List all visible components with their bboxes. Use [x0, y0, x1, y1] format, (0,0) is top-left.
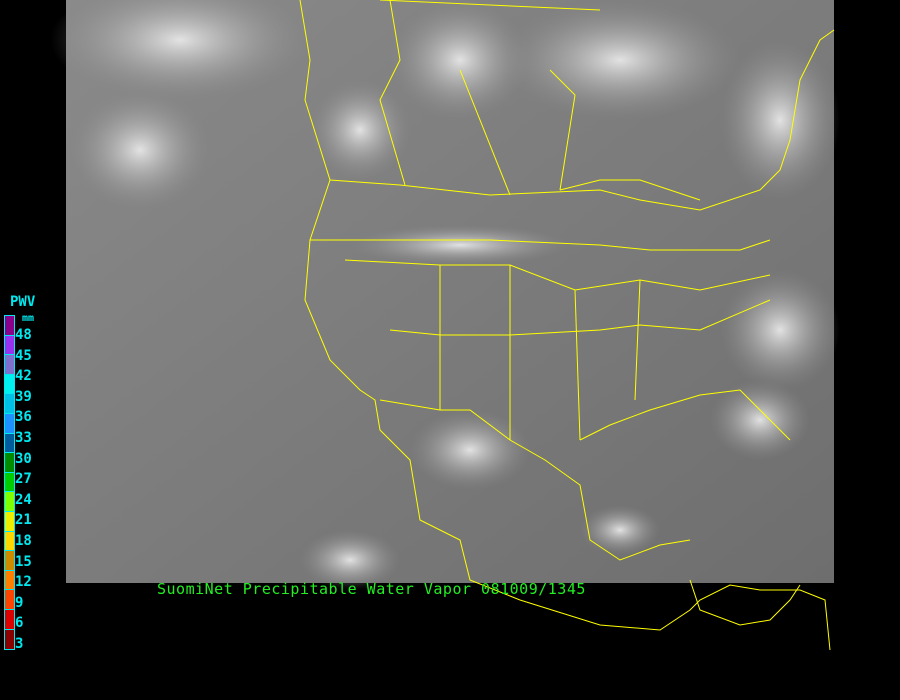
legend-label: 3	[15, 636, 24, 652]
legend-swatch	[5, 335, 14, 356]
legend-label: 33	[15, 430, 32, 446]
legend-label: 24	[15, 491, 32, 508]
legend-swatch	[5, 374, 14, 395]
legend-swatch	[5, 511, 14, 532]
legend-swatch	[5, 472, 14, 493]
legend-label: 15	[15, 553, 32, 570]
legend-swatch	[5, 394, 14, 414]
legend-label: 12	[15, 574, 32, 591]
legend-swatch	[5, 355, 14, 375]
legend-label: 9	[15, 594, 24, 611]
legend-label: 18	[15, 533, 32, 549]
political-borders	[299, 0, 835, 651]
legend-swatch	[5, 453, 14, 473]
legend-label: 6	[15, 615, 24, 632]
legend-swatch	[5, 316, 14, 336]
legend-swatch	[5, 433, 14, 454]
map-title: SuomiNet Precipitable Water Vapor 081009…	[157, 580, 586, 598]
legend-label: 48	[15, 327, 32, 343]
legend-swatch	[5, 590, 14, 610]
legend-swatch	[5, 629, 14, 650]
legend-label: 36	[15, 409, 32, 426]
legend-swatch	[5, 492, 14, 512]
legend-label: 45	[15, 347, 32, 364]
legend-unit: mm	[22, 313, 35, 324]
legend-label: 30	[15, 450, 32, 467]
legend-swatch	[5, 609, 14, 630]
legend-title: PWV	[10, 294, 36, 310]
legend-swatch	[5, 531, 14, 552]
legend-label: 27	[15, 471, 32, 488]
pwv-color-scale	[4, 315, 15, 651]
cloud-layer	[50, 0, 840, 590]
legend-swatch	[5, 551, 14, 571]
legend-label: 21	[15, 512, 32, 529]
legend-label: 39	[15, 388, 32, 405]
legend-label: 42	[15, 368, 32, 385]
legend-swatch	[5, 413, 14, 434]
legend-swatch	[5, 570, 14, 591]
